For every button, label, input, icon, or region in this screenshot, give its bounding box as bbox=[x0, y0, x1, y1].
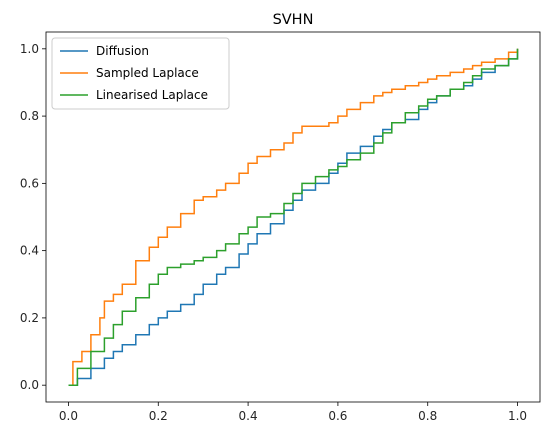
axes-layer: 0.0 0.2 0.4 0.6 0.8 1.0 0.0 0.2 0.4 0.6 0.8 1.0 bbox=[20, 42, 527, 423]
x-tick-label: 0.6 bbox=[328, 409, 347, 423]
x-tick-label: 0.4 bbox=[239, 409, 258, 423]
y-tick-label: 0.0 bbox=[20, 378, 39, 392]
legend-label: Diffusion bbox=[96, 44, 149, 58]
legend-box bbox=[51, 37, 230, 110]
y-tick-label: 0.6 bbox=[20, 176, 39, 190]
plot-frame bbox=[45, 31, 541, 403]
x-tick-label: 0.0 bbox=[59, 409, 78, 423]
y-tick-label: 0.8 bbox=[20, 109, 39, 123]
y-tick-label: 1.0 bbox=[20, 42, 39, 56]
x-tick-label: 0.2 bbox=[149, 409, 168, 423]
series-line-sampled-laplace bbox=[68, 48, 519, 386]
y-tick-label: 0.2 bbox=[20, 311, 39, 325]
x-tick-label: 1.0 bbox=[508, 409, 527, 423]
legend-label: Sampled Laplace bbox=[96, 66, 199, 80]
legend: Diffusion Sampled Laplace Linearised Lapla… bbox=[51, 37, 230, 110]
y-tick-label: 0.4 bbox=[20, 244, 39, 258]
x-tick-label: 0.8 bbox=[418, 409, 437, 423]
chart-title: SVHN bbox=[273, 12, 314, 28]
legend-label: Linearised Laplace bbox=[96, 88, 208, 102]
series-layer bbox=[68, 48, 519, 386]
series-line-linearised-laplace bbox=[68, 48, 519, 386]
